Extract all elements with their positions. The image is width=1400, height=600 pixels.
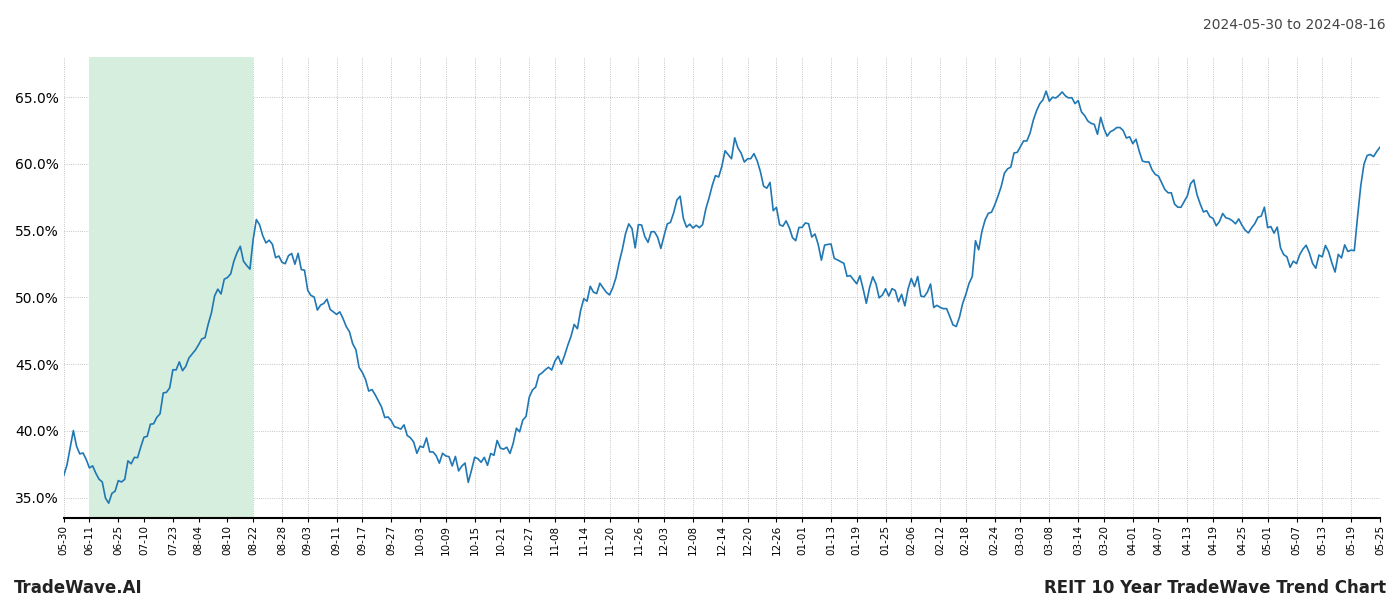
- Text: 2024-05-30 to 2024-08-16: 2024-05-30 to 2024-08-16: [1204, 18, 1386, 32]
- Text: REIT 10 Year TradeWave Trend Chart: REIT 10 Year TradeWave Trend Chart: [1044, 579, 1386, 597]
- Bar: [90, 57, 253, 518]
- Text: TradeWave.AI: TradeWave.AI: [14, 579, 143, 597]
